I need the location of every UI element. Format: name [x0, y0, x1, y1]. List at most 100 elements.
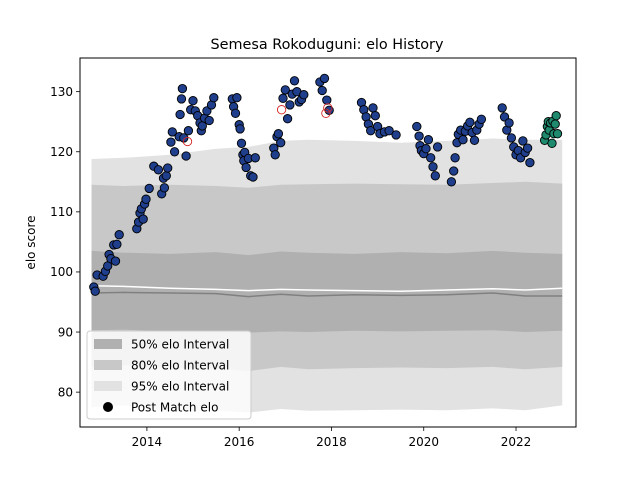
- post-match-point: [504, 118, 514, 128]
- post-match-point: [465, 117, 475, 127]
- post-match-point: [446, 177, 457, 187]
- post-match-point: [209, 93, 219, 103]
- legend-frame: [86, 330, 252, 420]
- post-match-point: [230, 108, 241, 118]
- post-match-point: [317, 85, 327, 96]
- post-match-point: [90, 286, 100, 296]
- post-match-point: [449, 166, 459, 176]
- post-match-point: [241, 162, 251, 173]
- post-match-point: [450, 153, 460, 163]
- post-match-point: [273, 129, 284, 139]
- legend-swatch: [94, 339, 122, 349]
- post-match-point: [276, 138, 286, 148]
- band-50: [91, 250, 563, 333]
- post-match-point: [278, 93, 288, 103]
- post-match-points: [89, 73, 563, 296]
- median-line: [91, 291, 563, 298]
- post-match-point: [181, 151, 191, 161]
- post-match-point: [153, 165, 164, 175]
- post-match-point: [458, 135, 468, 145]
- post-match-point: [430, 171, 440, 181]
- post-match-point: [366, 126, 376, 136]
- post-match-point: [282, 114, 293, 124]
- legend-swatch: [94, 381, 122, 391]
- post-match-point: [518, 136, 528, 146]
- post-match-point: [163, 163, 173, 173]
- y-axis: 80 90 100 110 120 130: [50, 85, 80, 399]
- post-match-point: [248, 172, 258, 182]
- post-match-point: [235, 124, 245, 134]
- post-match-point: [177, 83, 188, 94]
- post-match-point: [110, 256, 121, 266]
- post-match-point: [280, 85, 290, 95]
- hollow-match-point: [276, 105, 287, 115]
- post-match-point: [412, 121, 422, 132]
- post-match-point: [270, 150, 280, 160]
- post-match-point: [159, 183, 170, 193]
- post-match-point: [161, 171, 171, 181]
- recent-match-point: [550, 119, 560, 129]
- post-match-point: [423, 135, 434, 145]
- legend-swatch: [94, 360, 122, 370]
- x-tick-label: 2014: [132, 435, 163, 449]
- post-match-point: [232, 93, 242, 103]
- post-match-point: [167, 127, 177, 137]
- post-match-point: [391, 130, 401, 140]
- post-match-point: [432, 142, 443, 152]
- post-match-point: [319, 73, 330, 84]
- post-match-point: [285, 100, 295, 110]
- post-match-point: [497, 103, 507, 113]
- y-tick-label: 90: [58, 325, 73, 339]
- legend: 50% elo Interval 80% elo Interval 95% elo …: [86, 330, 252, 420]
- post-match-point: [114, 230, 124, 240]
- hollow-match-point: [323, 103, 333, 113]
- legend-label: 50% elo Interval: [131, 338, 229, 352]
- post-match-point: [506, 133, 517, 143]
- y-tick-label: 120: [50, 145, 73, 159]
- post-match-point: [144, 183, 154, 194]
- post-match-point: [426, 153, 436, 163]
- post-match-point: [112, 239, 122, 249]
- post-match-point: [183, 126, 194, 136]
- post-match-point: [368, 103, 378, 113]
- legend-marker: [103, 402, 113, 412]
- post-match-point: [141, 194, 151, 204]
- post-match-point: [250, 153, 260, 163]
- legend-label: 80% elo Interval: [131, 359, 229, 373]
- y-tick-label: 80: [58, 385, 73, 399]
- post-match-point: [525, 157, 535, 168]
- post-match-point: [166, 137, 176, 147]
- recent-match-point: [552, 129, 563, 139]
- post-match-point: [469, 135, 480, 145]
- y-tick-label: 110: [50, 205, 73, 219]
- post-match-point: [384, 126, 394, 136]
- recent-match-point: [547, 138, 557, 148]
- post-match-point: [197, 121, 207, 131]
- chart-title: Semesa Rokoduguni: elo History: [210, 37, 443, 53]
- post-match-point: [322, 95, 332, 105]
- y-axis-label: elo score: [24, 215, 38, 269]
- legend-label: Post Match elo: [131, 401, 218, 415]
- x-tick-label: 2016: [224, 435, 255, 449]
- hollow-match-point: [321, 108, 331, 118]
- post-match-point: [204, 115, 214, 126]
- post-match-point: [138, 214, 148, 224]
- post-match-point: [299, 90, 309, 100]
- post-match-point: [414, 131, 424, 141]
- plot-frame: [79, 57, 577, 428]
- post-match-point: [236, 138, 247, 148]
- x-tick-label: 2018: [316, 435, 347, 449]
- post-match-point: [169, 147, 180, 157]
- x-axis: 2014 2016 2018 2020 2022: [132, 427, 532, 449]
- post-match-point: [421, 144, 431, 154]
- x-tick-label: 2022: [501, 435, 532, 449]
- post-match-point: [476, 114, 487, 124]
- y-tick-label: 100: [50, 265, 73, 279]
- post-match-point: [176, 94, 187, 104]
- recent-match-point: [551, 111, 561, 121]
- y-tick-label: 130: [50, 85, 73, 99]
- post-match-point: [179, 133, 189, 143]
- hollow-match-point: [182, 136, 193, 147]
- summary-lines: [91, 285, 563, 298]
